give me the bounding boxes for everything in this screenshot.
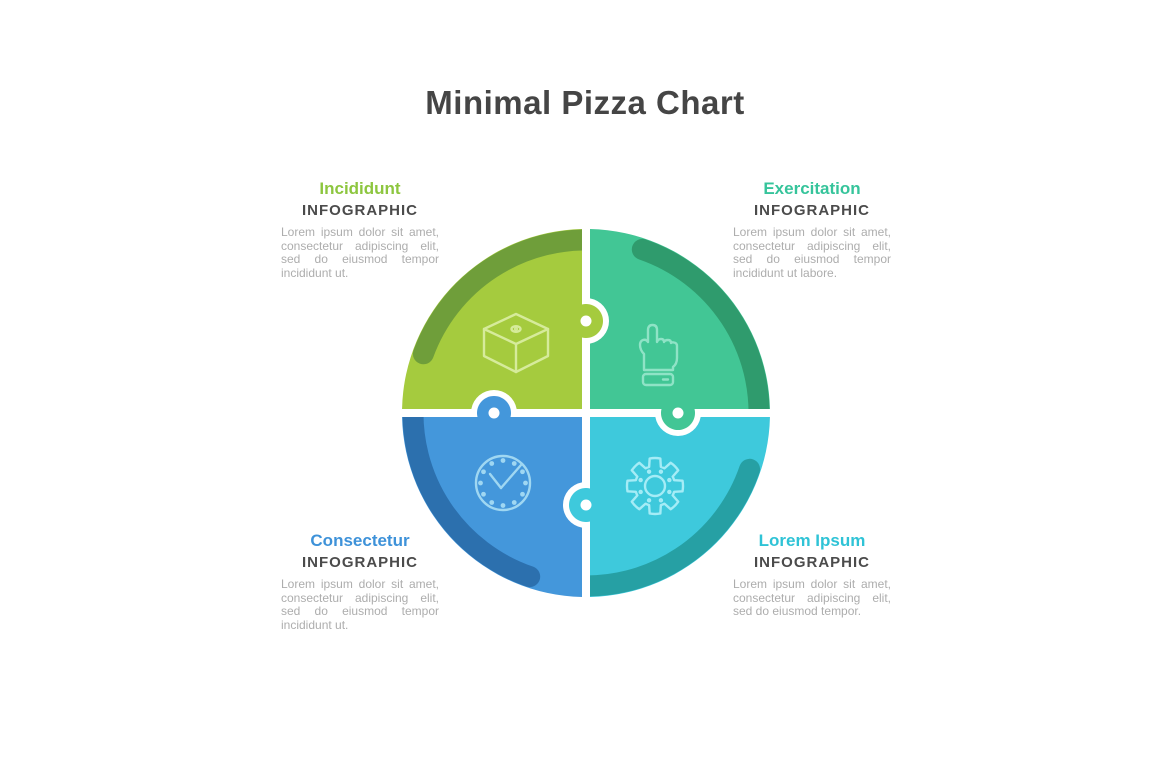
pizza-chart [396, 223, 776, 603]
section-heading: INFOGRAPHIC [754, 554, 870, 571]
section-body-text: Lorem ipsum dolor sit amet, con­sectetur… [281, 225, 439, 280]
section-name: Consectetur [310, 531, 410, 550]
section-name: Lorem Ipsum [758, 531, 866, 550]
section-heading: INFOGRAPHIC [302, 202, 418, 219]
section-body-text: Lorem ipsum dolor sit amet, con­sectetur… [733, 577, 891, 618]
section-body-text: Lorem ipsum dolor sit amet, con­sectetur… [281, 577, 439, 632]
slice-top-right [590, 229, 770, 431]
section-heading: INFOGRAPHIC [302, 554, 418, 571]
section-heading: INFOGRAPHIC [754, 202, 870, 219]
slice-top-left-accent-band [412, 229, 604, 365]
slice-bottom-left [402, 395, 582, 597]
slice-bottom-right-accent-band [568, 458, 761, 597]
section-bottom-left: Consectetur INFOGRAPHIC Lorem ipsum dolo… [281, 531, 439, 632]
slice-bottom-left-accent-band [402, 395, 541, 588]
connector-dot-top [580, 315, 592, 327]
cube-icon [482, 312, 550, 374]
section-name: Exercitation [763, 179, 861, 198]
section-bottom-right: Lorem Ipsum INFOGRAPHIC Lorem ipsum dolo… [733, 531, 891, 619]
slice-top-right-accent-band [631, 238, 770, 431]
section-top-left: Incididunt INFOGRAPHIC Lorem ipsum dolor… [281, 179, 439, 280]
page-title: Minimal Pizza Chart [425, 84, 745, 121]
section-body-text: Lorem ipsum dolor sit amet, con­sectetur… [733, 225, 891, 280]
connector-dot-left [488, 407, 500, 419]
section-top-right: Exercitation INFOGRAPHIC Lorem ipsum dol… [733, 179, 891, 280]
tap-hand-icon [638, 323, 679, 387]
connector-dot-bottom [580, 499, 592, 511]
gear-icon [625, 456, 685, 516]
section-name: Incididunt [319, 179, 401, 198]
connector-dot-right [672, 407, 684, 419]
clock-icon [474, 454, 532, 512]
